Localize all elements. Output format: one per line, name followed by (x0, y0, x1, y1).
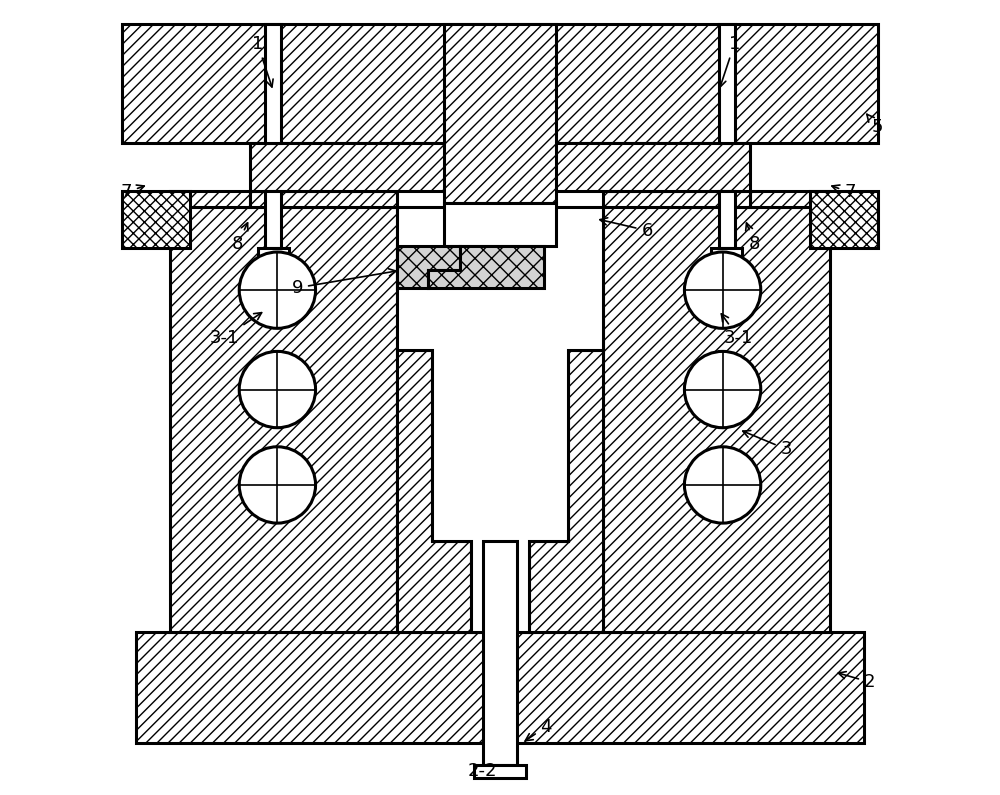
Text: 8: 8 (746, 223, 760, 253)
Circle shape (239, 252, 316, 328)
Bar (265, 191, 281, 248)
Bar (444, 203, 556, 246)
Polygon shape (603, 191, 750, 207)
Polygon shape (397, 350, 471, 632)
Text: 9: 9 (292, 269, 396, 297)
Text: 7: 7 (121, 184, 144, 201)
Bar (444, 24, 556, 203)
Text: 3-1: 3-1 (209, 312, 262, 347)
Polygon shape (603, 207, 830, 632)
Polygon shape (397, 246, 460, 288)
Text: 5: 5 (867, 114, 883, 136)
Bar (474, 765, 526, 778)
Bar (719, 24, 735, 143)
Bar (265, 24, 281, 143)
Text: 7: 7 (832, 184, 856, 201)
Bar (719, 191, 735, 248)
Polygon shape (170, 191, 250, 207)
Polygon shape (250, 191, 397, 207)
Circle shape (684, 351, 761, 428)
Polygon shape (397, 207, 603, 632)
Text: 3-1: 3-1 (721, 314, 753, 347)
Text: 6: 6 (600, 218, 653, 239)
Circle shape (239, 351, 316, 428)
Circle shape (684, 447, 761, 523)
Bar (250, 143, 750, 191)
Bar (258, 248, 289, 272)
Bar (122, 191, 190, 248)
Bar (122, 24, 878, 143)
Bar (136, 632, 864, 743)
Text: 4: 4 (525, 718, 552, 741)
Text: 8: 8 (232, 223, 248, 253)
Polygon shape (170, 207, 397, 632)
Bar (483, 541, 517, 765)
Circle shape (239, 447, 316, 523)
Circle shape (684, 252, 761, 328)
Polygon shape (750, 191, 830, 207)
Text: 2: 2 (838, 672, 875, 691)
Text: 3: 3 (743, 431, 792, 458)
Bar (810, 191, 878, 248)
Text: 1: 1 (252, 35, 273, 87)
Polygon shape (529, 350, 603, 632)
Bar (711, 248, 742, 272)
Text: 1: 1 (719, 35, 740, 87)
Text: 2-2: 2-2 (468, 762, 497, 780)
Polygon shape (428, 246, 544, 288)
